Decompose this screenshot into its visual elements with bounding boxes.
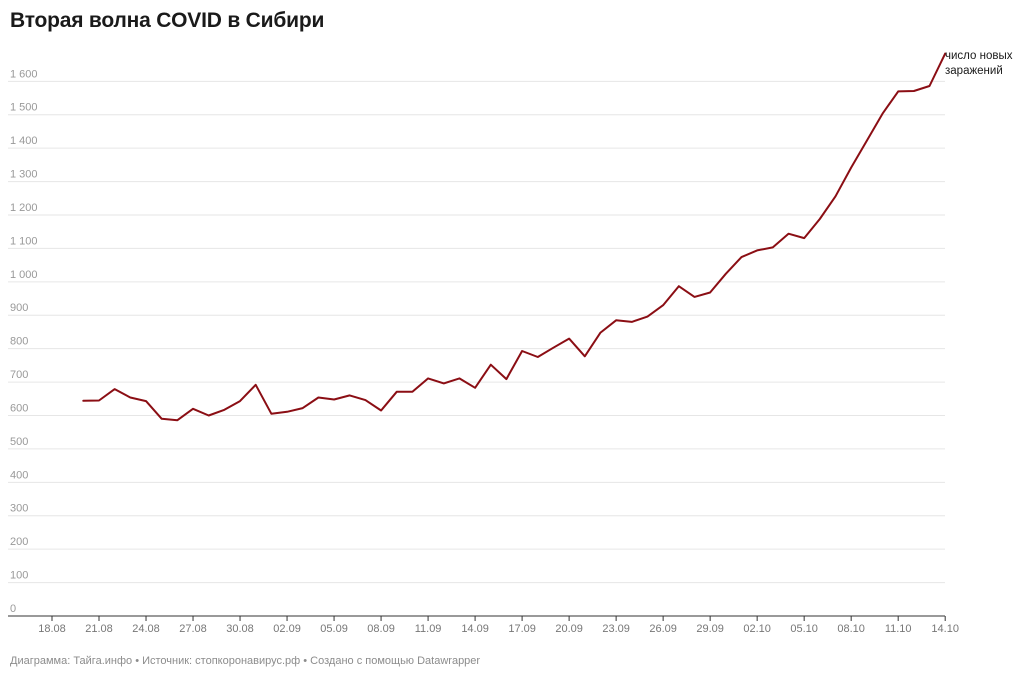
x-tick-label: 23.09 (602, 623, 630, 635)
y-tick-label: 1 500 (10, 102, 38, 114)
y-tick-label: 300 (10, 503, 28, 515)
y-tick-label: 500 (10, 436, 28, 448)
y-tick-label: 1 400 (10, 135, 38, 147)
y-tick-label: 1 300 (10, 169, 38, 181)
y-tick-label: 1 000 (10, 269, 38, 281)
x-tick-label: 29.09 (696, 623, 724, 635)
x-tick-label: 18.08 (38, 623, 66, 635)
series-lines (82, 52, 947, 422)
x-tick-label: 21.08 (85, 623, 113, 635)
x-tick-label: 08.09 (367, 623, 395, 635)
y-tick-label: 700 (10, 369, 28, 381)
x-tick-label: 11.10 (885, 623, 912, 635)
x-tick-label: 17.09 (508, 623, 536, 635)
x-tick-label: 14.09 (461, 623, 489, 635)
series-line (82, 52, 947, 422)
x-tick-label: 26.09 (649, 623, 677, 635)
x-tick-label: 14.10 (931, 623, 959, 635)
x-tick-label: 05.09 (320, 623, 348, 635)
x-tick-label: 27.08 (179, 623, 207, 635)
x-tick-label: 11.09 (415, 623, 442, 635)
x-tick-label: 05.10 (790, 623, 818, 635)
chart-footer: Диаграмма: Тайга.инфо • Источник: стопко… (10, 655, 481, 667)
x-tick-label: 24.08 (132, 623, 160, 635)
x-tick-label: 08.10 (837, 623, 865, 635)
x-tick-label: 30.08 (226, 623, 254, 635)
y-tick-label: 400 (10, 469, 28, 481)
y-tick-label: 0 (10, 603, 16, 615)
y-tick-label: 1 200 (10, 202, 38, 214)
x-tick-label: 02.09 (273, 623, 301, 635)
y-tick-label: 600 (10, 402, 28, 414)
gridlines (8, 80, 945, 584)
y-tick-label: 1 600 (10, 68, 38, 80)
y-tick-label: 900 (10, 302, 28, 314)
y-tick-label: 800 (10, 336, 28, 348)
series-label: число новых заражений (945, 50, 1013, 77)
x-tick-label: 02.10 (743, 623, 771, 635)
y-tick-label: 200 (10, 536, 28, 548)
y-tick-label: 100 (10, 570, 28, 582)
y-axis-ticks: 0 100 200 300 400 500 600 700 800 900 1 000 1 100 1 … (10, 68, 38, 615)
chart-title: Вторая волна COVID в Сибири (10, 9, 325, 32)
x-axis-ticks: 18.08 21.08 24.08 27.08 30.08 02.09 05.09 08.09… (38, 616, 959, 635)
x-tick-label: 20.09 (555, 623, 583, 635)
y-tick-label: 1 100 (10, 235, 38, 247)
